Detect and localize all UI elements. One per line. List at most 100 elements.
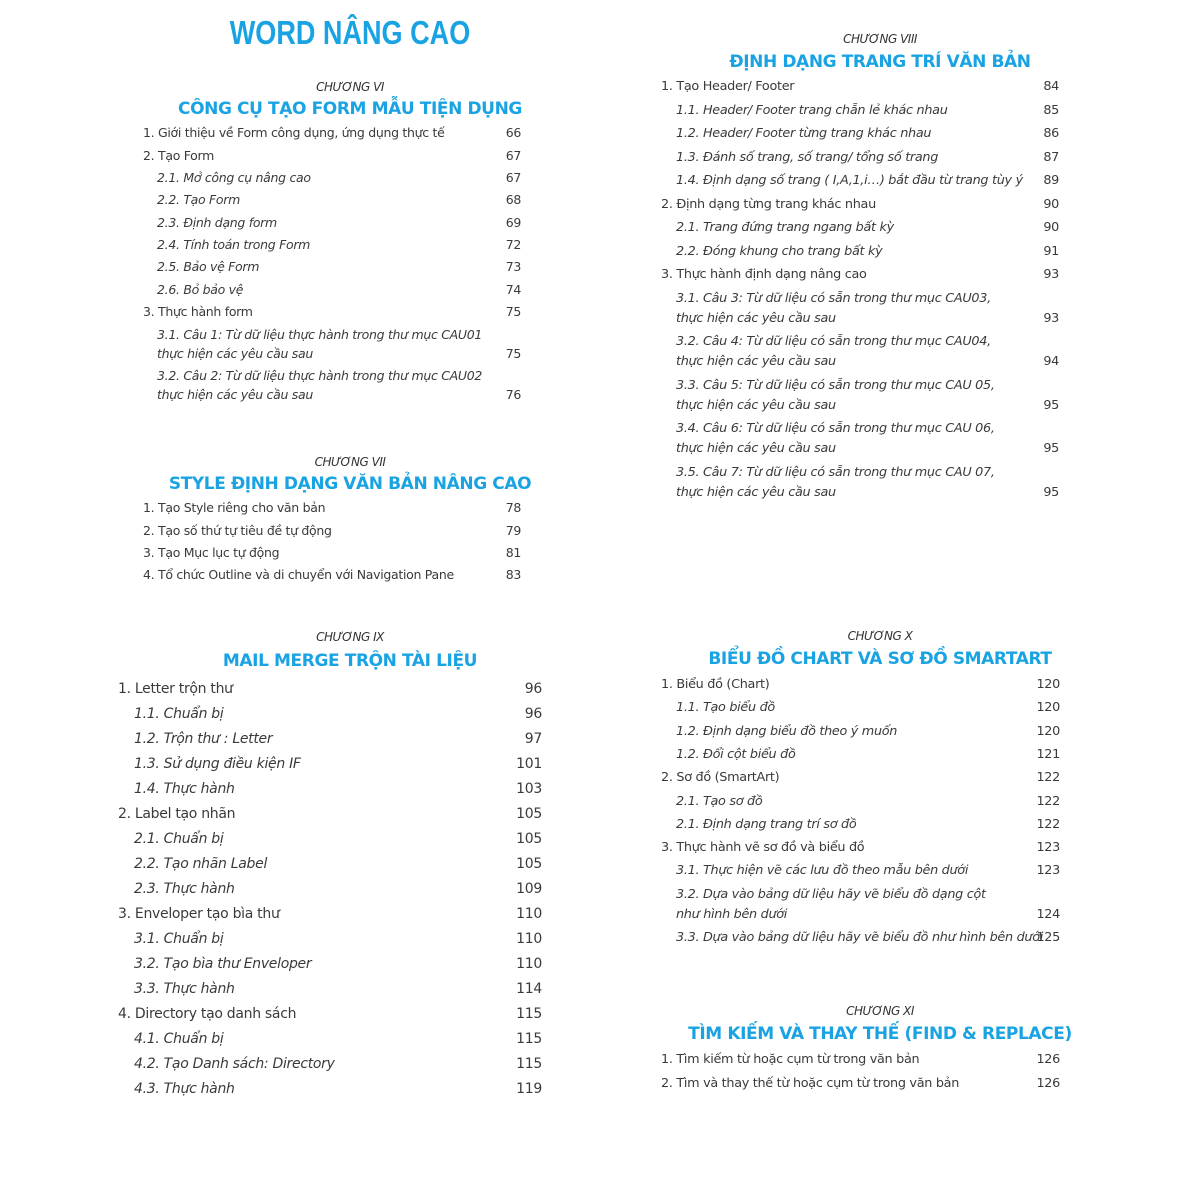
toc-entry-title: 4.3. Thực hành [134,1080,235,1097]
toc-entry[interactable]: 4. Directory tạo danh sách 115 [118,1002,542,1027]
toc-entry[interactable]: 1.1. Tạo biểu đồ 120 [661,697,1060,720]
toc-entry-page: 68 [505,192,522,208]
chapter-label: CHƯƠNG VIII [843,32,917,46]
toc-entry-page: 78 [505,500,522,516]
toc-entry[interactable]: 3.2. Câu 4: Từ dữ liệu có sẵn trong thư … [661,330,1059,374]
toc-entry[interactable]: 2.2. Tạo nhãn Label 105 [118,852,542,877]
toc-entry[interactable]: 3. Thực hành vẽ sơ đồ và biểu đồ 123 [661,836,1060,859]
toc-entry[interactable]: 2.6. Bỏ bảo vệ 74 [143,278,521,300]
toc-entry[interactable]: 3.4. Câu 6: Từ dữ liệu có sẵn trong thư … [661,417,1059,461]
toc-entry[interactable]: 2. Tạo số thứ tự tiêu đề tự động 79 [143,519,521,541]
toc-entry[interactable]: 2.5. Bảo vệ Form 73 [143,256,521,278]
toc-entry-page: 83 [505,567,522,583]
toc-entry-title: 3.2. Câu 4: Từ dữ liệu có sẵn trong thư … [676,334,991,370]
toc-entry-page: 79 [505,522,522,538]
toc-entry-page: 122 [1036,770,1060,786]
toc-entry-page: 115 [516,1055,542,1072]
toc-entry[interactable]: 1. Tạo Style riêng cho văn bản 78 [143,497,521,519]
toc-entry[interactable]: 2.1. Mở công cụ nâng cao 67 [143,166,521,188]
toc-entry[interactable]: 1. Giới thiệu về Form công dụng, ứng dụn… [143,122,521,144]
toc-entry-page: 74 [505,281,522,297]
toc-entry-page: 105 [516,805,542,822]
toc-entry-title: 1.2. Định dạng biểu đồ theo ý muốn [676,723,898,739]
toc-entry-title: 3.1. Thực hiện vẽ các lưu đồ theo mẫu bê… [676,863,969,879]
toc-entry[interactable]: 1. Tạo Header/ Footer 84 [661,75,1059,99]
toc-entry[interactable]: 2.4. Tính toán trong Form 72 [143,233,521,255]
toc-entry-title: 2.2. Đóng khung cho trang bất kỳ [676,243,883,259]
toc-entry[interactable]: 1.1. Chuẩn bị 96 [118,702,542,727]
toc-entry[interactable]: 1.2. Đổi cột biểu đồ 121 [661,743,1060,766]
chapter-title: TÌM KIẾM VÀ THAY THẾ (FIND & REPLACE) [688,1024,1072,1044]
toc-entry[interactable]: 4.3. Thực hành 119 [118,1077,542,1102]
toc-entry[interactable]: 2.1. Chuẩn bị 105 [118,827,542,852]
chapter-label: CHƯƠNG X [847,629,913,643]
toc-entry[interactable]: 3.3. Dựa vào bảng dữ liệu hãy vẽ biểu đồ… [661,926,1060,949]
toc-entry[interactable]: 1.2. Header/ Footer từng trang khác nhau… [661,122,1059,146]
chapter-title: STYLE ĐỊNH DẠNG VĂN BẢN NÂNG CAO [168,474,532,494]
toc-entry[interactable]: 3.1. Thực hiện vẽ các lưu đồ theo mẫu bê… [661,860,1060,883]
toc-entry[interactable]: 3. Enveloper tạo bìa thư 110 [118,902,542,927]
toc-entry[interactable]: 3.3. Thực hành 114 [118,977,542,1002]
toc-entry[interactable]: 4.1. Chuẩn bị 115 [118,1027,542,1052]
toc-entry[interactable]: 2.2. Tạo Form 68 [143,189,521,211]
toc-entry[interactable]: 2.3. Định dạng form 69 [143,211,521,233]
toc-entry[interactable]: 3.1. Chuẩn bị 110 [118,927,542,952]
toc-entry-page: 93 [1043,310,1059,326]
toc-entry[interactable]: 1.3. Sử dụng điều kiện IF 101 [118,752,542,777]
toc-entry[interactable]: 2. Tạo Form 67 [143,144,521,166]
toc-entry-page: 95 [1043,484,1059,500]
toc-entry[interactable]: 3.2. Câu 2: Từ dữ liệu thực hành trong t… [143,364,521,405]
toc-entry[interactable]: 1.1. Header/ Footer trang chẵn lẻ khác n… [661,99,1059,123]
toc-entry[interactable]: 3.2. Tạo bìa thư Enveloper 110 [118,952,542,977]
toc-entry[interactable]: 2. Tìm và thay thế từ hoặc cụm từ trong … [661,1072,1060,1096]
toc-entry-page: 105 [516,855,542,872]
chapter-title: MAIL MERGE TRỘN TÀI LIỆU [222,651,478,671]
toc-entry[interactable]: 3. Tạo Mục lục tự động 81 [143,541,521,563]
toc-entry-page: 110 [516,905,542,922]
toc-entry-page: 120 [1036,700,1060,716]
toc-entry-title: 3.3. Dựa vào bảng dữ liệu hãy vẽ biểu đồ… [676,929,1044,945]
chapter-entries: 1. Tạo Style riêng cho văn bản 78 2. Tạo s… [143,497,521,587]
toc-entry[interactable]: 2. Định dạng từng trang khác nhau 90 [661,193,1059,217]
toc-entry[interactable]: 1. Letter trộn thư 96 [118,677,542,702]
toc-entry[interactable]: 3.3. Câu 5: Từ dữ liệu có sẵn trong thư … [661,374,1059,418]
toc-entry-title: 3.2. Tạo bìa thư Enveloper [134,955,312,972]
toc-entry-page: 72 [505,237,522,253]
toc-entry[interactable]: 1.3. Đánh số trang, số trang/ tổng số tr… [661,146,1059,170]
toc-entry[interactable]: 3. Thực hành định dạng nâng cao 93 [661,263,1059,287]
toc-entry[interactable]: 2. Label tạo nhãn 105 [118,802,542,827]
toc-entry[interactable]: 4. Tổ chức Outline và di chuyển với Navi… [143,564,521,586]
toc-entry-title: 2.1. Định dạng trang trí sơ đồ [676,816,857,832]
book-title: WORD NÂNG CAO [229,14,471,51]
toc-entry[interactable]: 1. Tìm kiếm từ hoặc cụm từ trong văn bản… [661,1048,1060,1072]
toc-entry[interactable]: 3. Thực hành form 75 [143,301,521,323]
toc-entry[interactable]: 4.2. Tạo Danh sách: Directory 115 [118,1052,542,1077]
toc-entry-page: 120 [1036,677,1060,693]
toc-entry[interactable]: 2.3. Thực hành 109 [118,877,542,902]
toc-entry[interactable]: 2.1. Định dạng trang trí sơ đồ 122 [661,813,1060,836]
toc-entry[interactable]: 2. Sơ đồ (SmartArt) 122 [661,767,1060,790]
toc-entry-page: 75 [505,345,522,361]
toc-entry[interactable]: 3.5. Câu 7: Từ dữ liệu có sẵn trong thư … [661,461,1059,505]
toc-entry-title: 3.2. Câu 2: Từ dữ liệu thực hành trong t… [157,367,483,402]
toc-entry-page: 110 [516,955,542,972]
toc-entry[interactable]: 1.4. Định dạng số trang ( I,A,1,i…) bắt … [661,169,1059,193]
toc-entry[interactable]: 1.2. Trộn thư : Letter 97 [118,727,542,752]
toc-entry[interactable]: 2.2. Đóng khung cho trang bất kỳ 91 [661,240,1059,264]
toc-entry[interactable]: 3.1. Câu 1: Từ dữ liệu thực hành trong t… [143,323,521,364]
toc-entry-title: 3.4. Câu 6: Từ dữ liệu có sẵn trong thư … [676,421,995,457]
toc-entry-page: 75 [505,304,522,320]
toc-entry-page: 121 [1036,746,1060,762]
toc-entry-title: 3.1. Câu 3: Từ dữ liệu có sẵn trong thư … [676,290,991,326]
toc-entry[interactable]: 2.1. Tạo sơ đồ 122 [661,790,1060,813]
toc-entry[interactable]: 1.2. Định dạng biểu đồ theo ý muốn 120 [661,720,1060,743]
toc-entry[interactable]: 3.1. Câu 3: Từ dữ liệu có sẵn trong thư … [661,287,1059,331]
toc-entry[interactable]: 3.2. Dựa vào bảng dữ liệu hãy vẽ biểu đồ… [661,883,1060,926]
toc-entry[interactable]: 2.1. Trang đứng trang ngang bất kỳ 90 [661,216,1059,240]
toc-entry-title: 3.3. Câu 5: Từ dữ liệu có sẵn trong thư … [676,377,995,413]
toc-entry[interactable]: 1. Biểu đồ (Chart) 120 [661,674,1060,697]
toc-entry-page: 114 [516,980,542,997]
toc-entry[interactable]: 1.4. Thực hành 103 [118,777,542,802]
toc-entry-page: 122 [1036,816,1060,832]
chapter-label: CHƯƠNG IX [316,630,384,644]
